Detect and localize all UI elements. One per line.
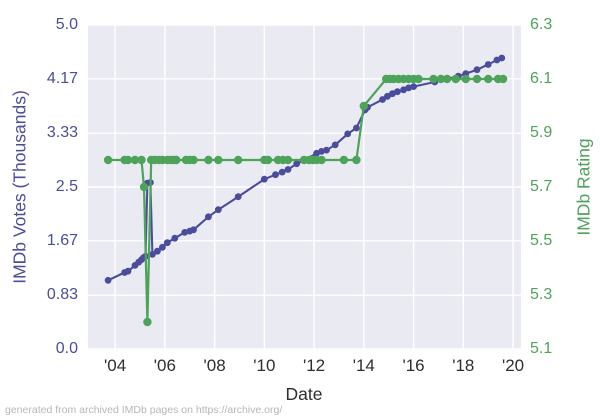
x-tick-label: '04 — [104, 356, 127, 375]
rating-point — [263, 155, 273, 165]
rating-point — [461, 74, 470, 84]
x-tick-label: '14 — [352, 356, 375, 375]
votes-point — [214, 206, 222, 214]
votes-point — [124, 267, 132, 275]
chart-canvas — [88, 25, 521, 350]
rating-point — [214, 155, 223, 165]
y-tick-label: 6.1 — [530, 70, 553, 87]
y-tick-label: 1.67 — [46, 231, 78, 249]
rating-point — [414, 74, 423, 84]
rating-point — [137, 155, 146, 165]
votes-markers — [104, 54, 506, 284]
votes-point — [149, 251, 156, 258]
y-tick-label: 6.3 — [530, 16, 553, 33]
rating-point — [123, 155, 133, 165]
rating-point — [283, 155, 293, 165]
x-tick-label: '12 — [302, 356, 326, 375]
votes-point — [260, 175, 268, 183]
y-tick-label: 5.3 — [530, 286, 553, 303]
source-caption: generated from archived IMDb pages on ht… — [5, 404, 283, 416]
y-tick-label: 0.0 — [55, 340, 78, 357]
votes-point — [171, 234, 179, 242]
votes-point — [323, 146, 330, 154]
rating-point — [472, 74, 482, 84]
votes-point — [473, 66, 481, 74]
x-axis-title: Date — [285, 384, 323, 404]
plot-area — [88, 25, 521, 350]
rating-point — [339, 155, 349, 165]
votes-point — [284, 166, 292, 173]
votes-point — [379, 96, 386, 103]
rating-point — [204, 155, 213, 165]
y-tick-label: 5.5 — [530, 232, 553, 249]
votes-point — [190, 226, 197, 234]
rating-point — [359, 101, 368, 111]
votes-point — [293, 160, 301, 168]
y-tick-label: 0.83 — [46, 286, 78, 304]
votes-point — [394, 88, 401, 96]
votes-point — [272, 171, 279, 179]
votes-point — [498, 54, 506, 62]
rating-point — [436, 74, 446, 84]
rating-point — [143, 317, 152, 327]
rating-point — [130, 155, 140, 165]
votes-point — [205, 213, 212, 221]
x-tick-label: '20 — [501, 356, 525, 375]
rating-point — [189, 155, 198, 165]
rating-point — [442, 74, 452, 84]
y-tick-label: 5.1 — [530, 340, 553, 357]
y-tick-label: 5.9 — [530, 124, 553, 141]
right-axis-title: IMDb Rating — [573, 138, 594, 236]
x-tick-label: '08 — [203, 356, 226, 375]
votes-point — [234, 193, 242, 201]
x-tick-label: '16 — [402, 356, 425, 375]
y-tick-label: 5.0 — [55, 16, 78, 33]
votes-point — [384, 92, 391, 100]
rating-point — [429, 74, 438, 84]
votes-point — [410, 83, 417, 90]
votes-point — [484, 61, 492, 68]
rating-point — [172, 155, 181, 165]
x-tick-label: '10 — [253, 356, 276, 375]
votes-point — [331, 141, 339, 149]
rating-point — [498, 74, 508, 84]
rating-line — [107, 77, 505, 324]
rating-point — [103, 155, 113, 165]
votes-point — [154, 247, 161, 255]
votes-point — [159, 243, 166, 251]
rating-point — [317, 155, 326, 165]
x-tick-label: '18 — [452, 356, 475, 375]
rating-point — [139, 182, 149, 192]
votes-line — [107, 56, 503, 282]
votes-point — [163, 239, 171, 247]
votes-point — [278, 168, 286, 176]
rating-point — [352, 155, 361, 165]
rating-markers — [103, 74, 508, 327]
y-tick-label: 3.33 — [46, 124, 78, 142]
y-tick-label: 5.7 — [530, 178, 553, 195]
votes-point — [104, 276, 112, 284]
x-tick-label: '06 — [153, 356, 176, 375]
votes-point — [353, 124, 360, 132]
votes-point — [344, 130, 352, 138]
rating-point — [484, 74, 493, 84]
rating-point — [451, 74, 460, 84]
rating-point — [234, 155, 243, 165]
y-tick-label: 2.5 — [55, 178, 78, 195]
y-tick-label: 4.17 — [46, 69, 78, 87]
